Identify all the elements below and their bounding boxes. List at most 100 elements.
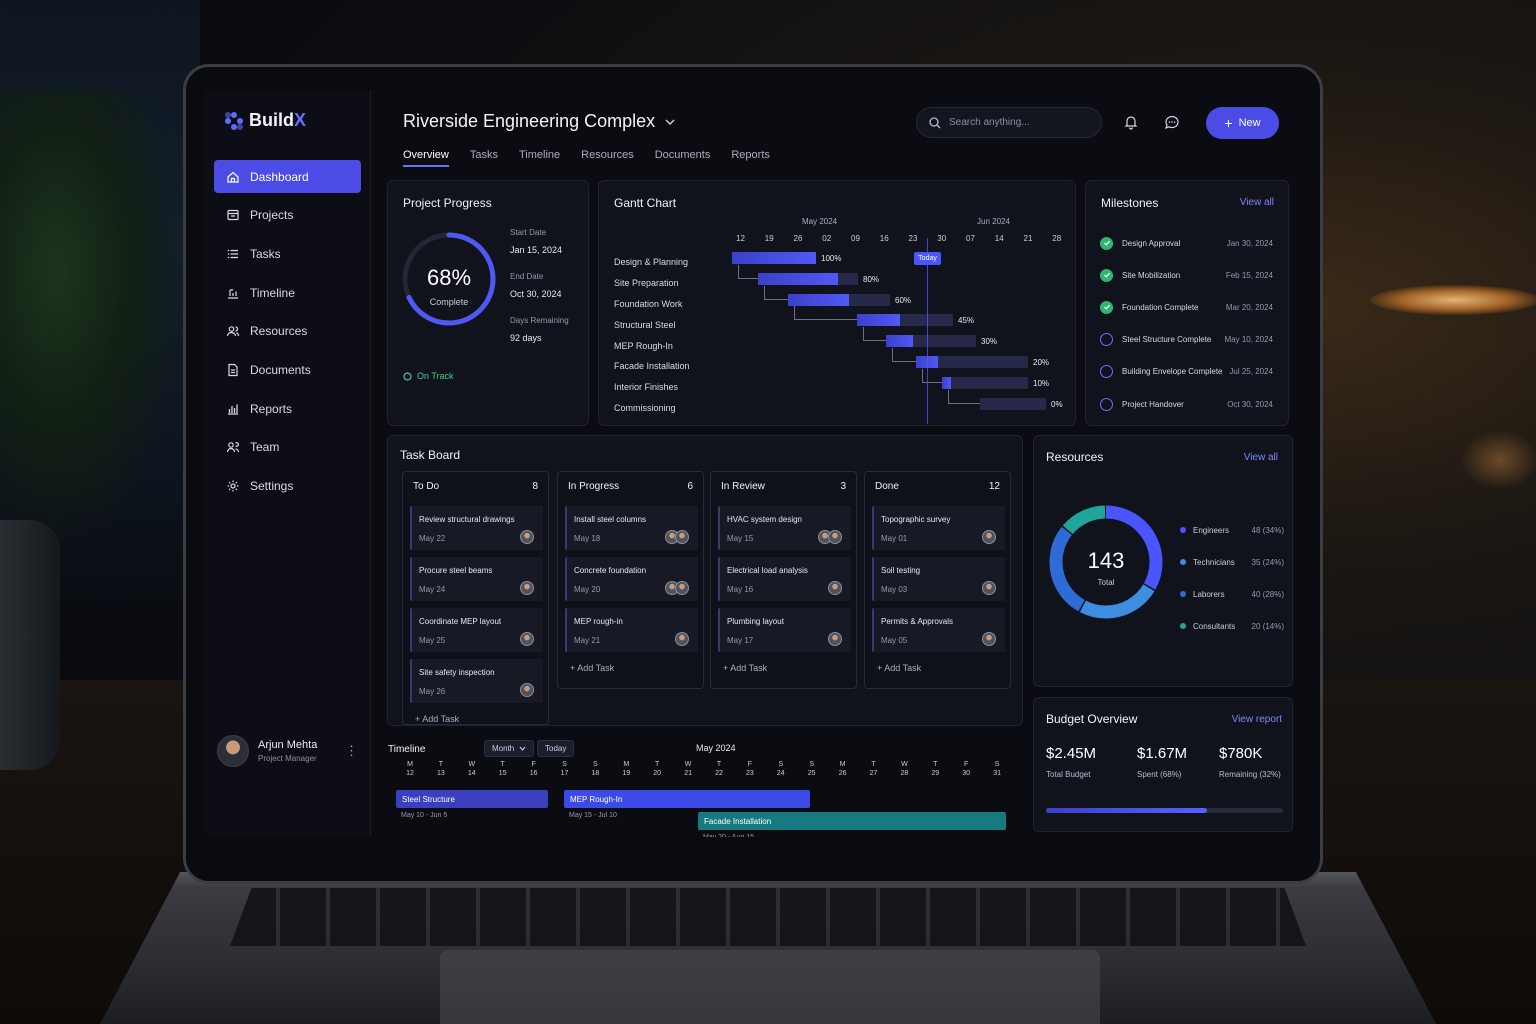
day-number: 21: [684, 770, 692, 777]
sidebar-item-reports[interactable]: Reports: [214, 392, 361, 425]
task-card[interactable]: HVAC system design May 15: [718, 506, 851, 550]
task-card[interactable]: Plumbing layout May 17: [718, 608, 851, 652]
gantt-bar[interactable]: [980, 397, 1046, 410]
weekday-letter: T: [871, 761, 876, 768]
milestone-item[interactable]: Site Mobilization Feb 15, 2024: [1100, 259, 1273, 291]
gantt-day-label: 30: [937, 234, 947, 243]
projects-icon: [226, 208, 240, 222]
day-number: 26: [838, 770, 847, 777]
task-card[interactable]: Install steel columns May 18: [565, 506, 698, 550]
day-number: 19: [622, 770, 631, 777]
logo[interactable]: BuildX: [225, 110, 306, 131]
sidebar-item-tasks[interactable]: Tasks: [214, 237, 361, 270]
budget-remaining: $780K: [1219, 745, 1263, 762]
tab-resources[interactable]: Resources: [581, 149, 634, 161]
tab-timeline[interactable]: Timeline: [518, 149, 561, 161]
resources-view-all-link[interactable]: View all: [1243, 452, 1278, 463]
gantt-percent-label: 20%: [1033, 358, 1050, 367]
task-card[interactable]: Coordinate MEP layout May 25: [410, 608, 543, 652]
add-task-button[interactable]: + Add Task: [877, 663, 921, 673]
panel-title: Task Board: [400, 448, 461, 462]
task-card[interactable]: Concrete foundation May 20: [565, 557, 698, 601]
task-due-date: May 05: [881, 636, 908, 645]
more-options-icon[interactable]: ⋮: [345, 743, 358, 758]
task-card[interactable]: Permits & Approvals May 05: [872, 608, 1005, 652]
milestone-item[interactable]: Project Handover Oct 30, 2024: [1100, 388, 1273, 420]
timeline-day: S 31: [987, 760, 1007, 778]
resources-donut-chart: [1049, 505, 1163, 619]
empty-circle-icon: [1100, 365, 1113, 379]
milestone-date: Jul 25, 2024: [1229, 367, 1273, 377]
gantt-bar[interactable]: [916, 356, 1028, 368]
resources-panel: Resources View all 143 Total Engineers 48…: [1033, 435, 1293, 687]
timeline-bar[interactable]: Steel Structure: [396, 790, 548, 808]
sidebar-item-resources[interactable]: Resources: [214, 315, 361, 348]
task-card[interactable]: Electrical load analysis May 16: [718, 557, 851, 601]
chat-icon[interactable]: [1164, 114, 1180, 130]
milestones-view-all-link[interactable]: View all: [1239, 197, 1274, 208]
gantt-bar[interactable]: [886, 335, 976, 348]
sidebar-nav: Dashboard Projects Tasks Timeline Resources D…: [214, 160, 361, 508]
gantt-task-name: Foundation Work: [614, 298, 683, 309]
bell-icon[interactable]: [1123, 114, 1139, 130]
search-input[interactable]: [949, 117, 1089, 128]
task-card[interactable]: Topographic survey May 01: [872, 506, 1005, 550]
timeline-day: F 23: [740, 760, 760, 778]
gantt-day-label: 26: [793, 234, 803, 243]
gantt-bar[interactable]: [857, 314, 953, 327]
day-number: 29: [931, 770, 940, 777]
task-due-date: May 15: [727, 534, 754, 543]
milestone-item[interactable]: Foundation Complete Mar 20, 2024: [1100, 291, 1273, 323]
day-number: 18: [591, 770, 600, 777]
task-card[interactable]: Procure steel beams May 24: [410, 557, 543, 601]
tab-reports[interactable]: Reports: [731, 149, 770, 161]
gantt-bar[interactable]: [758, 272, 858, 285]
tab-overview[interactable]: Overview: [403, 149, 449, 167]
add-task-button[interactable]: + Add Task: [570, 663, 614, 673]
column-header: In Progress 6: [558, 472, 703, 500]
milestone-item[interactable]: Steel Structure Complete May 10, 2024: [1100, 324, 1273, 356]
milestone-item[interactable]: Building Envelope Complete Jul 25, 2024: [1100, 356, 1273, 388]
project-title[interactable]: Riverside Engineering Complex: [403, 111, 675, 132]
timeline-day-axis: M 12 T 13 W 14 T 15 F 16 S 17 S 18 M 19 T 20 W 21 T 22 F 23 S 24 S…: [388, 760, 1024, 780]
milestones-panel: Milestones View all Design Approval Jan 3…: [1085, 180, 1289, 426]
view-report-link[interactable]: View report: [1231, 714, 1282, 725]
view-mode-select[interactable]: Month: [484, 740, 535, 757]
search-box[interactable]: [916, 107, 1102, 138]
sidebar-item-documents[interactable]: Documents: [214, 353, 361, 386]
sidebar-item-timeline[interactable]: Timeline: [214, 276, 361, 309]
assignee-avatar: [520, 530, 534, 544]
legend-item-laborers: Laborers 40 (28%): [1180, 578, 1284, 610]
task-card[interactable]: Review structural drawings May 22: [410, 506, 543, 550]
new-button[interactable]: + New: [1206, 107, 1279, 139]
task-card[interactable]: MEP rough-in May 21: [565, 608, 698, 652]
tab-tasks[interactable]: Tasks: [469, 149, 498, 161]
assignee-avatar: [520, 632, 534, 646]
today-button[interactable]: Today: [537, 740, 575, 757]
panel-title: Gantt Chart: [614, 196, 677, 210]
gantt-bar[interactable]: [788, 293, 890, 306]
gantt-bar[interactable]: [942, 376, 1028, 389]
donut-segment-technicians: [1049, 505, 1163, 619]
milestone-item[interactable]: Design Approval Jan 30, 2024: [1100, 227, 1273, 259]
user-profile[interactable]: Arjun Mehta Project Manager ⋮: [217, 735, 358, 767]
sidebar-item-dashboard[interactable]: Dashboard: [214, 160, 361, 193]
day-number: 31: [993, 770, 1001, 777]
weekday-letter: W: [468, 761, 476, 768]
sidebar-item-team[interactable]: Team: [214, 431, 361, 464]
team-icon: [226, 440, 240, 454]
add-task-button[interactable]: + Add Task: [723, 663, 767, 673]
sidebar-item-projects[interactable]: Projects: [214, 199, 361, 232]
timeline-bar[interactable]: MEP Rough-In: [564, 790, 810, 808]
timeline-title: Timeline: [388, 744, 426, 755]
add-task-button[interactable]: + Add Task: [415, 714, 459, 724]
tab-documents[interactable]: Documents: [654, 149, 711, 161]
gantt-percent-label: 100%: [821, 254, 842, 263]
sidebar-item-settings[interactable]: Settings: [214, 470, 361, 503]
task-due-date: May 25: [419, 636, 446, 645]
assignee-avatar: [520, 581, 534, 595]
task-card[interactable]: Site safety inspection May 26: [410, 659, 543, 703]
task-card[interactable]: Soil testing May 03: [872, 557, 1005, 601]
gantt-bar[interactable]: [732, 252, 816, 264]
timeline-bar[interactable]: Facade Installation: [698, 812, 1006, 830]
